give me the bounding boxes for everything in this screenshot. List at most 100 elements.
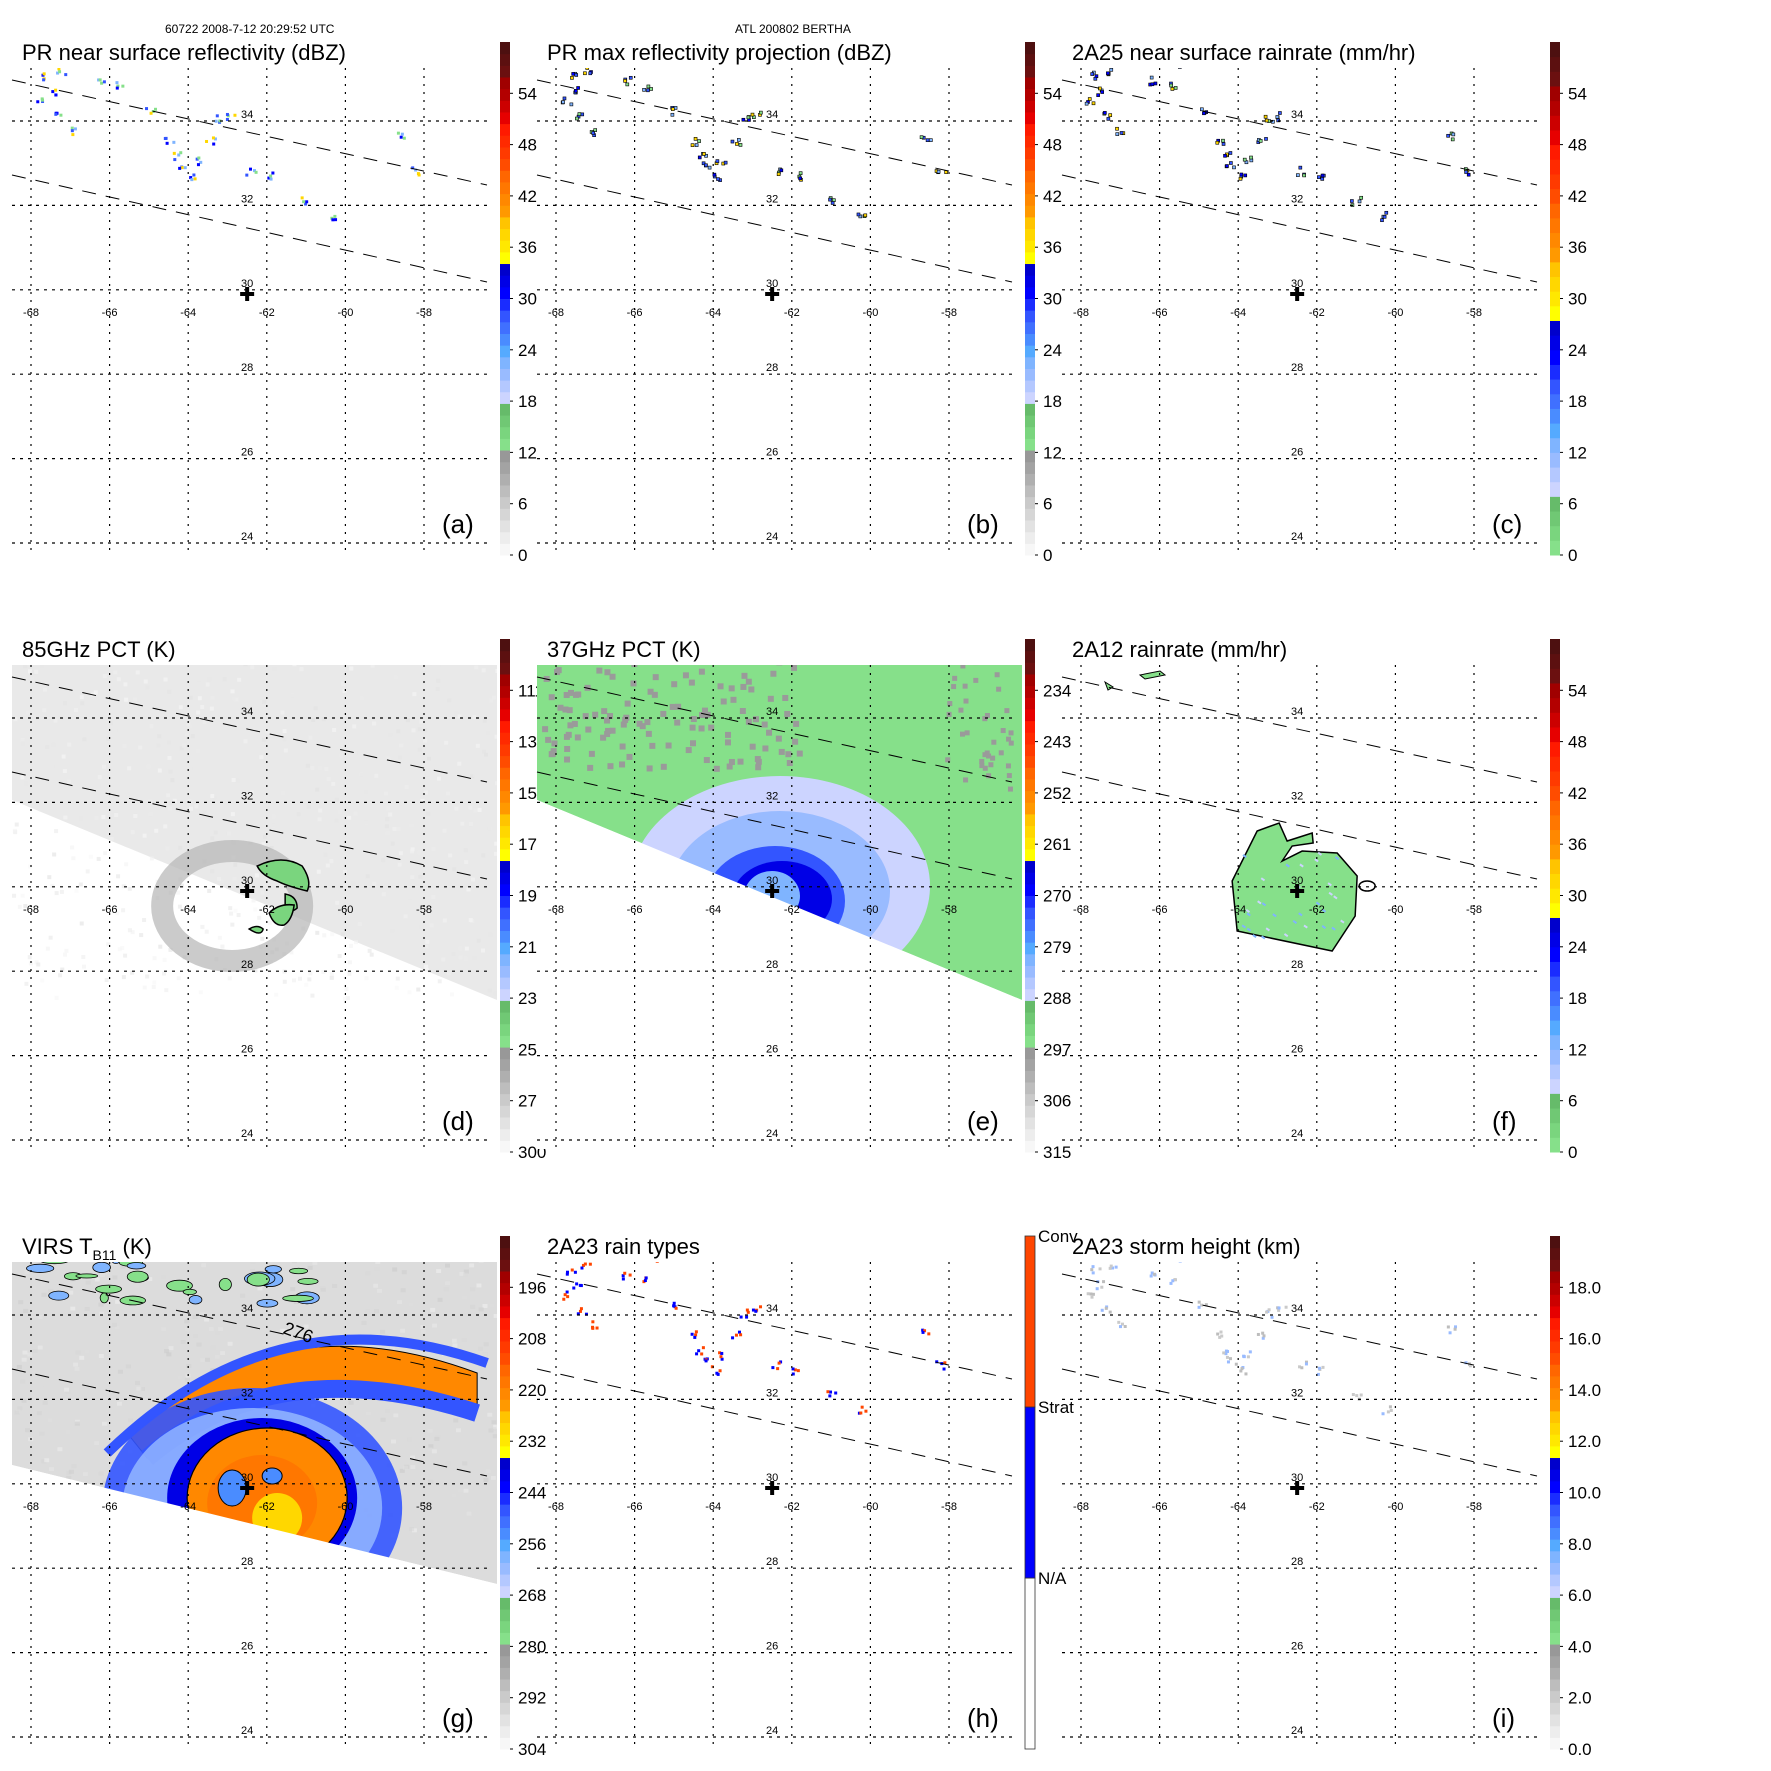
colorbar-swatch [500, 415, 510, 428]
texture-cell [145, 974, 150, 979]
cold-cell [587, 764, 594, 771]
swath-edge-south [1061, 174, 1538, 283]
texture-cell [206, 647, 210, 651]
echo-pixel [1243, 173, 1248, 178]
colorbar-swatch [500, 767, 510, 780]
y-tick-label: 32 [766, 790, 778, 802]
x-tick-label: -66 [1152, 904, 1168, 916]
texture-cell [30, 677, 35, 682]
x-tick-label: -62 [784, 904, 800, 916]
texture-cell [490, 1250, 495, 1254]
echo-pixel [1225, 1355, 1229, 1359]
echo-pixel [739, 1315, 743, 1319]
y-tick-label: 32 [766, 193, 778, 205]
x-tick-label: -62 [784, 307, 800, 319]
cold-cell [548, 694, 555, 701]
echo-pixel [575, 116, 579, 121]
texture-cell [73, 708, 78, 712]
echo-pixel [1229, 161, 1233, 165]
echo-pixel [180, 166, 184, 170]
texture-cell [111, 1322, 117, 1327]
echo-pixel [1096, 93, 1100, 97]
colorbar-label: 24 [1043, 341, 1062, 360]
texture-cell [152, 980, 157, 985]
echo-pixel [1123, 1324, 1127, 1328]
rain-cell [1340, 919, 1345, 924]
colorbar-swatch [1025, 639, 1035, 652]
texture-cell [124, 697, 129, 702]
colorbar-swatch [500, 1012, 510, 1025]
texture-cell [68, 1290, 74, 1295]
panel-title: PR near surface reflectivity (dBZ) [22, 40, 346, 65]
echo-pixel [731, 1336, 735, 1340]
colorbar-label: 12.0 [1568, 1432, 1601, 1451]
plot-area [562, 1262, 947, 1415]
x-tick-label: -66 [627, 307, 643, 319]
texture-cell [168, 947, 173, 952]
echo-pixel [1150, 82, 1155, 87]
texture-cell [208, 1327, 214, 1332]
colorbar-label: 8.0 [1568, 1535, 1592, 1554]
echo-pixel [1173, 86, 1178, 90]
echo-pixel [565, 1272, 569, 1276]
texture-cell [344, 986, 349, 991]
echo-pixel [738, 143, 743, 147]
echo-pixel [97, 78, 101, 82]
colorbar-label: 232 [518, 1432, 546, 1451]
texture-cell [253, 907, 258, 912]
texture-cell [397, 755, 402, 760]
texture-cell [212, 795, 217, 800]
texture-cell [27, 1352, 33, 1357]
texture-cell [482, 1352, 488, 1357]
swath-background [12, 665, 497, 1000]
texture-cell [411, 1528, 417, 1533]
echo-pixel [623, 1271, 627, 1275]
colorbar-swatch [1025, 205, 1035, 218]
texture-cell [387, 714, 392, 719]
echo-pixel [1454, 1325, 1458, 1329]
colorbar-swatch [1550, 756, 1560, 772]
eyewall-ring [151, 840, 314, 973]
texture-cell [494, 841, 497, 846]
texture-cell [260, 890, 265, 895]
x-tick-label: -58 [416, 1501, 432, 1513]
texture-cell [117, 947, 122, 952]
texture-cell [168, 769, 173, 774]
texture-cell [143, 679, 148, 684]
texture-cell [57, 1447, 63, 1452]
texture-cell [42, 687, 47, 692]
texture-cell [441, 957, 446, 962]
echo-pixel [215, 114, 219, 118]
colorbar-swatch [1550, 639, 1560, 655]
echo-pixel [1109, 68, 1114, 72]
texture-cell [390, 841, 395, 846]
colorbar-label: 14.0 [1568, 1381, 1601, 1400]
texture-cell [436, 776, 441, 781]
echo-pixel [70, 129, 74, 133]
x-tick-label: -62 [1309, 307, 1325, 319]
texture-cell [425, 939, 430, 944]
texture-cell [420, 1474, 426, 1479]
colorbar-swatch [500, 1047, 510, 1060]
texture-cell [435, 686, 440, 691]
texture-cell [78, 882, 83, 887]
cold-cell [636, 720, 643, 727]
texture-cell [114, 1325, 120, 1330]
texture-cell [27, 955, 32, 960]
texture-cell [307, 977, 312, 982]
colorbar-swatch [1550, 1609, 1560, 1622]
echo-pixel [233, 113, 237, 117]
echo-pixel [1267, 1308, 1271, 1312]
y-tick-label: 28 [766, 959, 778, 971]
echo-pixel [1100, 90, 1104, 94]
texture-cell [466, 887, 471, 892]
colorbar-swatch [500, 1082, 510, 1095]
echo-pixel [1317, 175, 1321, 179]
echo-pixel [1248, 1350, 1252, 1354]
colorbar-label: 12 [1568, 1040, 1587, 1059]
texture-cell [291, 649, 295, 653]
texture-cell [419, 924, 424, 929]
colorbar-swatch [1550, 540, 1560, 556]
colorbar-swatch [1550, 1725, 1560, 1738]
echo-pixel [1320, 177, 1325, 181]
